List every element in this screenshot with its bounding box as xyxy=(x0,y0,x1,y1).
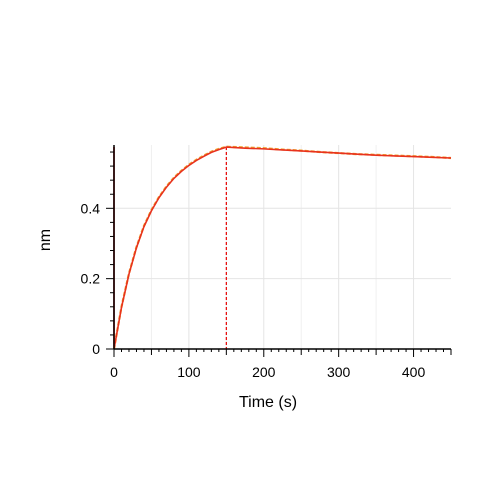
y-tick-label-1: 0.2 xyxy=(81,271,101,287)
series-lines xyxy=(112,145,452,350)
x-axis-title: Time (s) xyxy=(239,394,297,411)
x-tick-label-0: 0 xyxy=(110,364,118,380)
vertical-markers xyxy=(113,147,227,349)
grid xyxy=(114,145,451,349)
y-tick-label-0: 0 xyxy=(92,341,100,357)
x-tick-label-2: 200 xyxy=(252,364,276,380)
y-tick-label-2: 0.4 xyxy=(81,200,101,216)
x-tick-label-1: 100 xyxy=(177,364,201,380)
y-axis-title: nm xyxy=(37,229,54,251)
axes xyxy=(106,145,452,357)
tick-labels: 0 100 200 300 400 0 0.2 0.4 xyxy=(81,200,426,380)
series-line-0 xyxy=(112,145,452,350)
series-line-1 xyxy=(113,146,452,350)
x-tick-label-3: 300 xyxy=(327,364,351,380)
x-tick-label-4: 400 xyxy=(402,364,426,380)
